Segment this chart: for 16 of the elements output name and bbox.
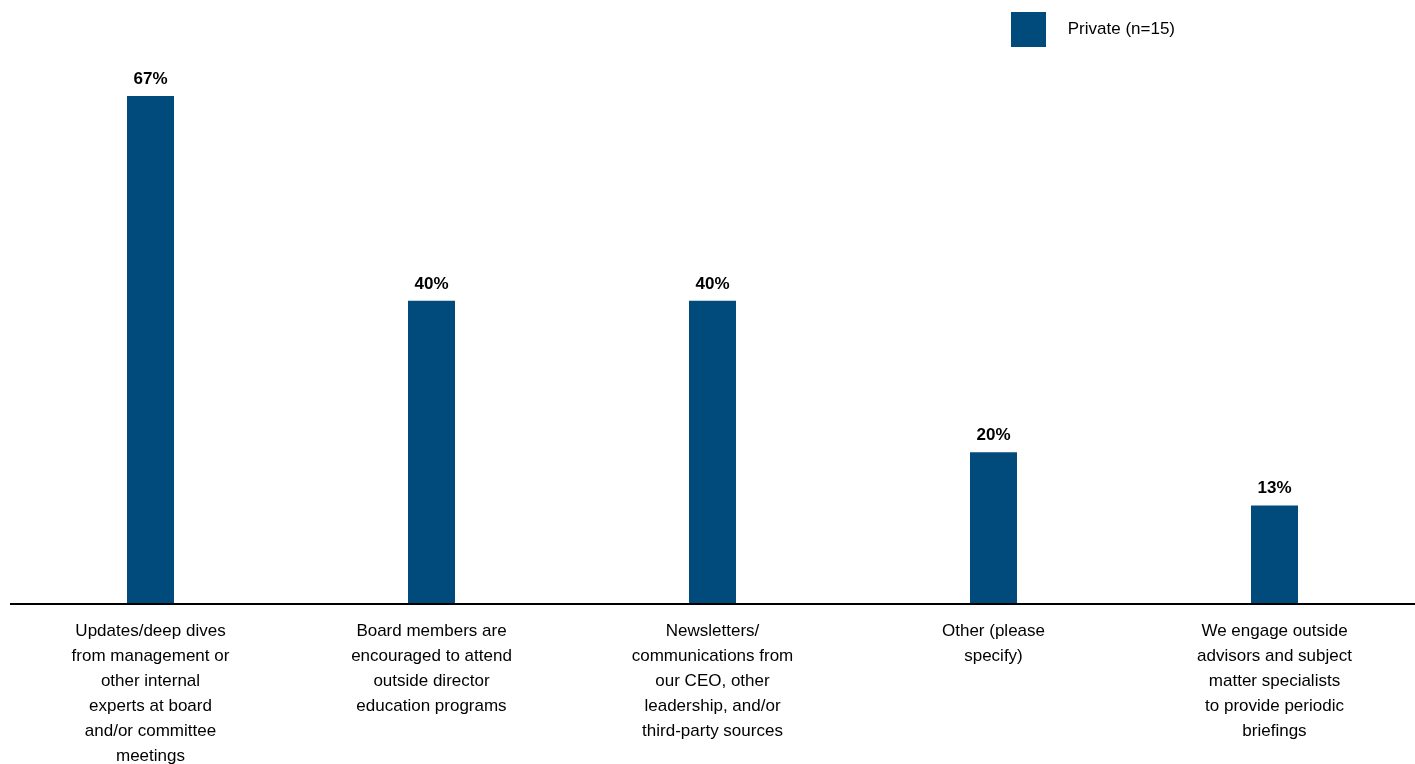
- bar: [127, 96, 174, 604]
- bar: [689, 300, 736, 604]
- legend-label: Private (n=15): [1067, 18, 1175, 38]
- data-label: 40%: [695, 273, 730, 293]
- data-label: 40%: [414, 273, 449, 293]
- data-label: 67%: [133, 69, 168, 88]
- data-label: 13%: [1257, 478, 1292, 498]
- x-tick-label: We engage outside advisors and subject matter specialists to provide periodic briefings: [1197, 621, 1353, 740]
- bar: [1251, 505, 1298, 604]
- x-tick-label: Newsletters/ communications from our CEO, other leadership, and/or third-party sources: [631, 621, 794, 740]
- data-label: 20%: [976, 425, 1011, 445]
- x-tick-label: Other (please specify): [942, 621, 1045, 665]
- bar: [408, 300, 455, 604]
- x-tick-label: Updates/deep dives from management or other internal experts at board and/or committee meetings: [71, 621, 230, 764]
- bar: [970, 452, 1017, 604]
- x-tick-label: Board members are encouraged to attend outside director education programs: [351, 621, 512, 715]
